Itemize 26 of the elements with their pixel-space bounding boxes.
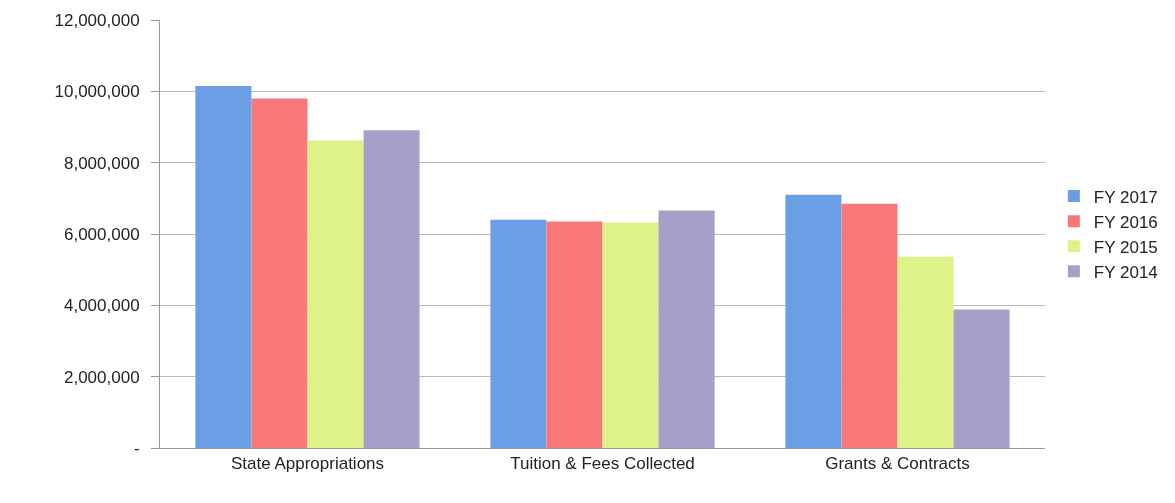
y-tick-label: 4,000,000 — [63, 296, 140, 316]
x-tick-label: State Appropriations — [230, 454, 385, 474]
bar — [897, 256, 954, 448]
bar — [490, 219, 547, 448]
bar — [953, 309, 1010, 448]
legend-label: FY 2016 — [1093, 212, 1158, 232]
y-tick-label: 12,000,000 — [54, 10, 140, 30]
y-tick-label: 10,000,000 — [54, 82, 140, 102]
x-tick-label: Tuition & Fees Collected — [510, 454, 695, 474]
bar — [602, 222, 659, 448]
bar — [546, 221, 603, 448]
legend-label: FY 2014 — [1093, 262, 1158, 282]
y-tick-label: 8,000,000 — [63, 153, 140, 173]
bar — [195, 85, 252, 448]
bar — [785, 194, 842, 448]
y-tick-label: 6,000,000 — [63, 224, 140, 244]
y-tick-label: - — [133, 438, 140, 458]
bar — [251, 98, 308, 448]
x-tick-label: Grants & Contracts — [825, 454, 970, 474]
bar — [841, 203, 898, 448]
bar — [363, 130, 420, 448]
bar — [307, 140, 364, 448]
legend-label: FY 2017 — [1093, 187, 1158, 207]
y-tick-label: 2,000,000 — [63, 367, 140, 387]
bar — [658, 210, 715, 448]
legend-label: FY 2015 — [1093, 237, 1158, 257]
